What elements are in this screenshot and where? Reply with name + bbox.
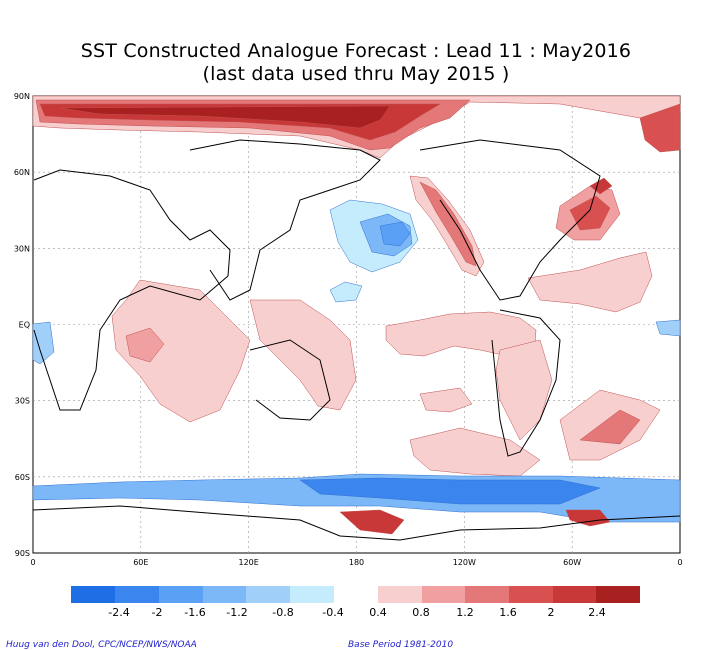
colorbar-neg-3 — [202, 586, 247, 603]
lon-label-6: 0 — [677, 558, 682, 567]
n-pacific-cool-inner — [379, 221, 411, 247]
southern-ocean-cool-inner — [299, 477, 601, 505]
colorbar-pos-3 — [509, 586, 554, 603]
lon-label-0: 0 — [30, 558, 35, 567]
s-pacific-warm-small — [419, 387, 473, 413]
colorbar-pos-5 — [596, 586, 641, 603]
atlantic-gulf-guinea-cool — [32, 321, 55, 365]
colorbar-label-8: 1.2 — [456, 606, 474, 619]
colorbar-label-11: 2.4 — [588, 606, 606, 619]
lon-label-2: 120E — [239, 558, 259, 567]
weddell-sea-warm — [565, 509, 611, 527]
lat-label-1: 60N — [14, 168, 30, 177]
lat-label-3: EQ — [19, 321, 30, 330]
lon-label-5: 60W — [563, 558, 581, 567]
lat-label-5: 60S — [15, 473, 30, 482]
australia-coast — [249, 339, 331, 421]
sw-pacific-warm — [249, 299, 357, 411]
atlantic-subtropical-warm — [527, 251, 653, 313]
s-america-coast — [491, 309, 561, 457]
longitude-labels: 0 60E 120E 180 120W 60W 0 — [30, 558, 682, 567]
colorbar-label-4: -0.8 — [272, 606, 294, 619]
indian-ocean-warm — [111, 279, 251, 423]
lat-label-4: 30S — [15, 397, 30, 406]
colorbar-label-5: -0.4 — [322, 606, 344, 619]
colorbar-label-3: -1.2 — [226, 606, 248, 619]
antarctica-coast — [32, 505, 681, 541]
ne-pacific-warm-inner — [419, 181, 477, 267]
colorbar-neg-2 — [158, 586, 203, 603]
ross-sea-warm — [339, 509, 405, 535]
colorbar-neg-1 — [114, 586, 160, 603]
lon-label-3: 180 — [349, 558, 364, 567]
colorbar-pos-0 — [378, 586, 423, 603]
indian-ocean-warm-inner — [125, 327, 165, 363]
coastlines — [32, 139, 681, 541]
colorbar-label-10: 2 — [547, 606, 555, 619]
colorbar-label-2: -1.6 — [184, 606, 206, 619]
footer-credit: Huug van den Dool, CPC/NCEP/NWS/NOAA — [6, 640, 197, 650]
colorbar-neg-5 — [290, 586, 335, 603]
chart-subtitle: (last data used thru May 2015 ) — [202, 63, 510, 85]
colorbar-label-9: 1.6 — [499, 606, 517, 619]
colorbar-label-0: -2.4 — [108, 606, 130, 619]
africa-coast — [33, 169, 231, 411]
lat-label-6: 90S — [15, 549, 30, 558]
w-indian-cool — [655, 319, 681, 337]
chart-title: SST Constructed Analogue Forecast : Lead… — [80, 40, 632, 62]
sst-map: 90N 60N 30N EQ 30S 60S 90S 0 60E 120E 180 120W 60W 0 — [14, 92, 683, 567]
colorbar-label-1: -2 — [151, 606, 163, 619]
colorbar-pos-2 — [465, 586, 510, 603]
footer-base-period: Base Period 1981-2010 — [348, 640, 454, 650]
s-atlantic-west-warm — [495, 339, 553, 441]
n-pacific-cool-small — [329, 281, 363, 303]
lon-label-1: 60E — [133, 558, 148, 567]
colorbar-pos-4 — [552, 586, 597, 603]
lon-label-4: 120W — [453, 558, 476, 567]
arctic-warm-core — [59, 105, 391, 129]
lat-label-2: 30N — [14, 244, 30, 253]
latitude-labels: 90N 60N 30N EQ 30S 60S 90S — [14, 92, 30, 558]
n-america-coast — [419, 139, 601, 301]
colorbar-neg-4 — [246, 586, 291, 603]
colorbar-label-6: 0.4 — [369, 606, 387, 619]
colorbar-label-7: 0.8 — [412, 606, 430, 619]
colorbar-pos-1 — [421, 586, 466, 603]
greenland-warm — [639, 103, 681, 153]
sst-anomaly-regions — [32, 95, 681, 535]
lat-label-0: 90N — [14, 92, 30, 101]
colorbar-neg-0 — [71, 586, 116, 603]
s-atlantic-east-warm-inner — [579, 409, 641, 445]
nw-atlantic-warm-inner — [569, 195, 611, 231]
eurasia-coast — [189, 139, 381, 301]
